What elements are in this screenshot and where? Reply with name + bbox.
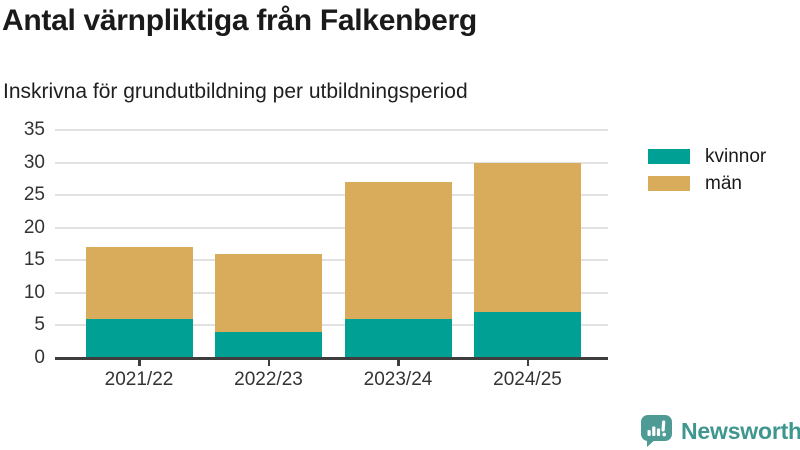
gridline-30: [55, 161, 608, 164]
y-tick-label-15: 15: [23, 249, 45, 271]
x-tick-label-2023/24: 2023/24: [363, 369, 433, 390]
legend-swatch-kvinnor: [648, 149, 690, 164]
chart-title: Antal värnpliktiga från Falkenberg: [2, 4, 477, 37]
bar-2024/25-kvinnor: [474, 312, 581, 358]
gridline-10: [55, 291, 608, 294]
bar-2021/22-män: [85, 247, 193, 319]
x-tick-mark-2022/23: [267, 359, 270, 366]
gridline-35: [55, 129, 608, 131]
bar-2023/24-kvinnor: [344, 318, 452, 358]
gridline-15: [55, 259, 608, 262]
bar-2024/25-män: [474, 162, 581, 313]
y-tick-label-30: 30: [23, 151, 45, 173]
newsworthy-logo-text: Newsworthy: [681, 417, 800, 444]
legend-label-kvinnor: kvinnor: [705, 146, 767, 167]
x-axis-line: [55, 356, 608, 360]
y-tick-label-0: 0: [34, 347, 45, 368]
gridline-25: [55, 194, 608, 197]
legend-item-man: män: [648, 173, 766, 194]
newsworthy-speech-bubble-icon: [641, 415, 672, 447]
legend-swatch-man: [648, 176, 690, 191]
x-tick-label-2024/25: 2024/25: [493, 369, 562, 390]
x-tick-mark-2021/22: [138, 359, 141, 366]
y-tick-label-5: 5: [34, 314, 45, 336]
gridline-5: [55, 324, 608, 327]
bar-2023/24-män: [344, 182, 452, 319]
legend-label-man: män: [705, 173, 742, 194]
x-tick-mark-2024/25: [526, 359, 529, 366]
y-tick-label-20: 20: [23, 216, 45, 238]
gridline-20: [55, 226, 608, 229]
chart-legend: kvinnor män: [648, 146, 767, 203]
bar-2022/23-män: [215, 253, 322, 332]
bar-2022/23-kvinnor: [215, 331, 322, 358]
legend-item-kvinnor: kvinnor: [648, 146, 767, 167]
newsworthy-logo: Newsworthy: [640, 414, 800, 448]
bar-2021/22-kvinnor: [85, 318, 193, 358]
x-tick-label-2021/22: 2021/22: [104, 369, 174, 390]
x-tick-mark-2023/24: [397, 359, 400, 366]
y-tick-label-10: 10: [23, 281, 45, 303]
y-tick-label-35: 35: [23, 119, 45, 140]
y-tick-label-25: 25: [23, 184, 45, 206]
chart-subtitle: Inskrivna för grundutbildning per utbild…: [3, 80, 468, 103]
x-tick-label-2022/23: 2022/23: [234, 369, 303, 390]
